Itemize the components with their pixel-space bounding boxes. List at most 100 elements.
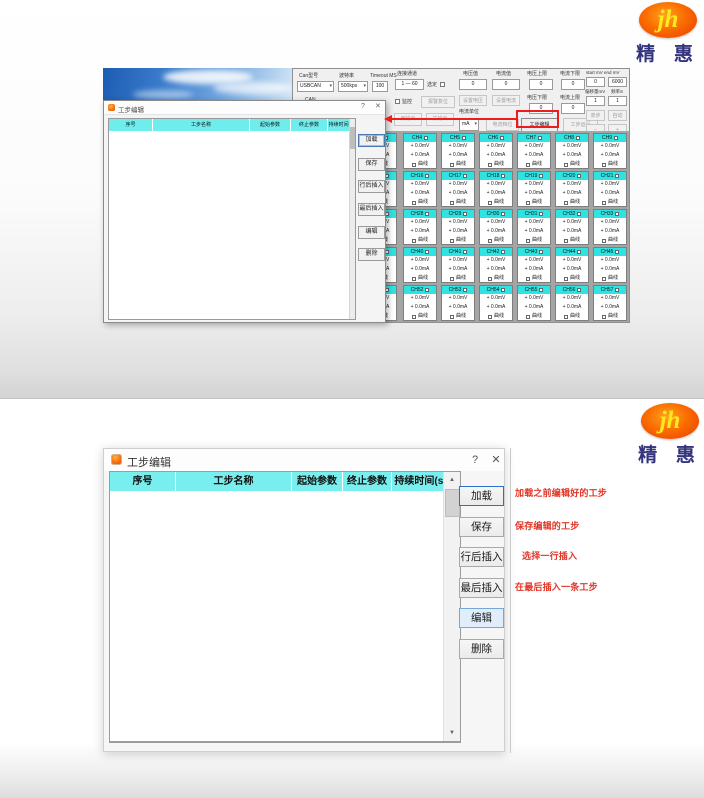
insert-after-row-button[interactable]: 行后插入: [459, 547, 504, 567]
col-start-param[interactable]: 起始参数: [250, 119, 290, 131]
channel-checkbox[interactable]: [539, 174, 544, 178]
current-upper-field[interactable]: 0: [561, 103, 585, 114]
channel-checkbox[interactable]: [425, 250, 430, 254]
curve-checkbox[interactable]: [525, 276, 530, 281]
curve-checkbox[interactable]: [487, 238, 492, 243]
curve-checkbox[interactable]: [601, 162, 606, 167]
col-end-param[interactable]: 终止参数: [291, 119, 327, 131]
edit-button[interactable]: 编辑: [358, 226, 385, 239]
curve-checkbox[interactable]: [449, 238, 454, 243]
curve-checkbox[interactable]: [525, 200, 530, 205]
channel-checkbox[interactable]: [501, 288, 506, 292]
close-icon[interactable]: ✕: [375, 103, 381, 110]
curve-checkbox[interactable]: [449, 200, 454, 205]
set-current-button[interactable]: 设置电流: [492, 95, 520, 106]
channel-checkbox[interactable]: [577, 288, 582, 292]
can-model-dropdown[interactable]: USBCAN: [297, 81, 334, 92]
channel-checkbox[interactable]: [462, 136, 466, 140]
channel-checkbox[interactable]: [463, 288, 468, 292]
channel-range-field[interactable]: 1 — 60: [395, 79, 424, 90]
help-icon[interactable]: ?: [471, 454, 479, 466]
channel-checkbox[interactable]: [539, 212, 544, 216]
sweep-start-field[interactable]: 0: [586, 77, 605, 87]
scroll-down-icon[interactable]: ▼: [444, 725, 460, 741]
insert-after-row-button[interactable]: 行后插入: [358, 180, 385, 193]
channel-checkbox[interactable]: [501, 212, 506, 216]
baud-dropdown[interactable]: 500kps: [338, 81, 368, 92]
curve-checkbox[interactable]: [563, 200, 568, 205]
close-icon[interactable]: ✕: [491, 454, 501, 466]
curve-checkbox[interactable]: [487, 162, 492, 167]
curve-checkbox[interactable]: [563, 276, 568, 281]
channel-checkbox[interactable]: [538, 136, 542, 140]
delete-button[interactable]: 删除: [459, 639, 504, 659]
channel-checkbox[interactable]: [577, 212, 582, 216]
channel-checkbox[interactable]: [424, 136, 428, 140]
timeout-field[interactable]: 100: [372, 81, 388, 92]
scroll-up-icon[interactable]: ▲: [444, 472, 460, 488]
channel-checkbox[interactable]: [425, 174, 430, 178]
curve-checkbox[interactable]: [411, 276, 416, 281]
channel-checkbox[interactable]: [615, 212, 620, 216]
channel-checkbox[interactable]: [615, 250, 620, 254]
channel-checkbox[interactable]: [539, 250, 544, 254]
channel-checkbox[interactable]: [501, 250, 506, 254]
curve-checkbox[interactable]: [487, 314, 492, 319]
insert-at-end-button[interactable]: 最后插入: [358, 203, 385, 216]
col-step-name[interactable]: 工步名称: [153, 119, 249, 131]
channel-checkbox[interactable]: [463, 174, 468, 178]
curve-checkbox[interactable]: [563, 238, 568, 243]
col-index[interactable]: 序号: [109, 119, 152, 131]
help-icon[interactable]: ?: [361, 103, 365, 110]
curve-checkbox[interactable]: [487, 200, 492, 205]
channel-checkbox[interactable]: [425, 212, 430, 216]
load-button[interactable]: 加载: [459, 486, 504, 506]
curve-checkbox[interactable]: [449, 314, 454, 319]
curve-checkbox[interactable]: [601, 200, 606, 205]
col-start-param[interactable]: 起始参数: [292, 472, 342, 491]
current-unit-dropdown[interactable]: mA: [459, 119, 479, 131]
offset-field[interactable]: 1: [586, 96, 605, 106]
current-range-button[interactable]: 电流档位: [486, 119, 519, 131]
curve-checkbox[interactable]: [449, 162, 454, 167]
channel-checkbox[interactable]: [463, 250, 468, 254]
select-checkbox[interactable]: [440, 82, 445, 87]
col-index[interactable]: 序号: [110, 472, 175, 491]
curve-checkbox[interactable]: [449, 276, 454, 281]
channel-checkbox[interactable]: [463, 212, 468, 216]
channel-checkbox[interactable]: [500, 136, 504, 140]
curve-checkbox[interactable]: [411, 162, 416, 167]
curve-checkbox[interactable]: [601, 238, 606, 243]
curve-checkbox[interactable]: [601, 314, 606, 319]
save-button[interactable]: 保存: [358, 158, 385, 171]
curve-checkbox[interactable]: [563, 162, 568, 167]
vertical-scrollbar[interactable]: ▲ ▼: [443, 472, 460, 741]
curve-checkbox[interactable]: [601, 276, 606, 281]
channel-checkbox[interactable]: [501, 174, 506, 178]
scrollbar-thumb[interactable]: [445, 489, 460, 517]
col-step-name[interactable]: 工步名称: [176, 472, 291, 491]
channel-checkbox[interactable]: [539, 288, 544, 292]
channel-checkbox[interactable]: [614, 136, 618, 140]
curve-checkbox[interactable]: [563, 314, 568, 319]
single-step-button[interactable]: 单步: [586, 110, 605, 121]
curve-checkbox[interactable]: [525, 314, 530, 319]
mini-scrollbar[interactable]: [349, 119, 355, 319]
col-end-param[interactable]: 终止参数: [343, 472, 391, 491]
channel-checkbox[interactable]: [577, 174, 582, 178]
col-duration[interactable]: 持续时间(s): [328, 119, 355, 131]
curve-checkbox[interactable]: [525, 238, 530, 243]
col-duration[interactable]: 持续时间(s): [392, 472, 449, 491]
channel-checkbox[interactable]: [615, 288, 620, 292]
edit-button[interactable]: 编辑: [459, 608, 504, 628]
curve-checkbox[interactable]: [487, 276, 492, 281]
monitor-checkbox[interactable]: [395, 99, 400, 104]
save-button[interactable]: 保存: [459, 517, 504, 537]
curve-checkbox[interactable]: [411, 238, 416, 243]
channel-checkbox[interactable]: [615, 174, 620, 178]
voltage-upper-field[interactable]: 0: [529, 79, 553, 90]
curve-checkbox[interactable]: [411, 314, 416, 319]
channel-checkbox[interactable]: [577, 250, 582, 254]
channel-checkbox[interactable]: [425, 288, 430, 292]
alarm-reset-button[interactable]: 报警复位: [421, 96, 455, 108]
